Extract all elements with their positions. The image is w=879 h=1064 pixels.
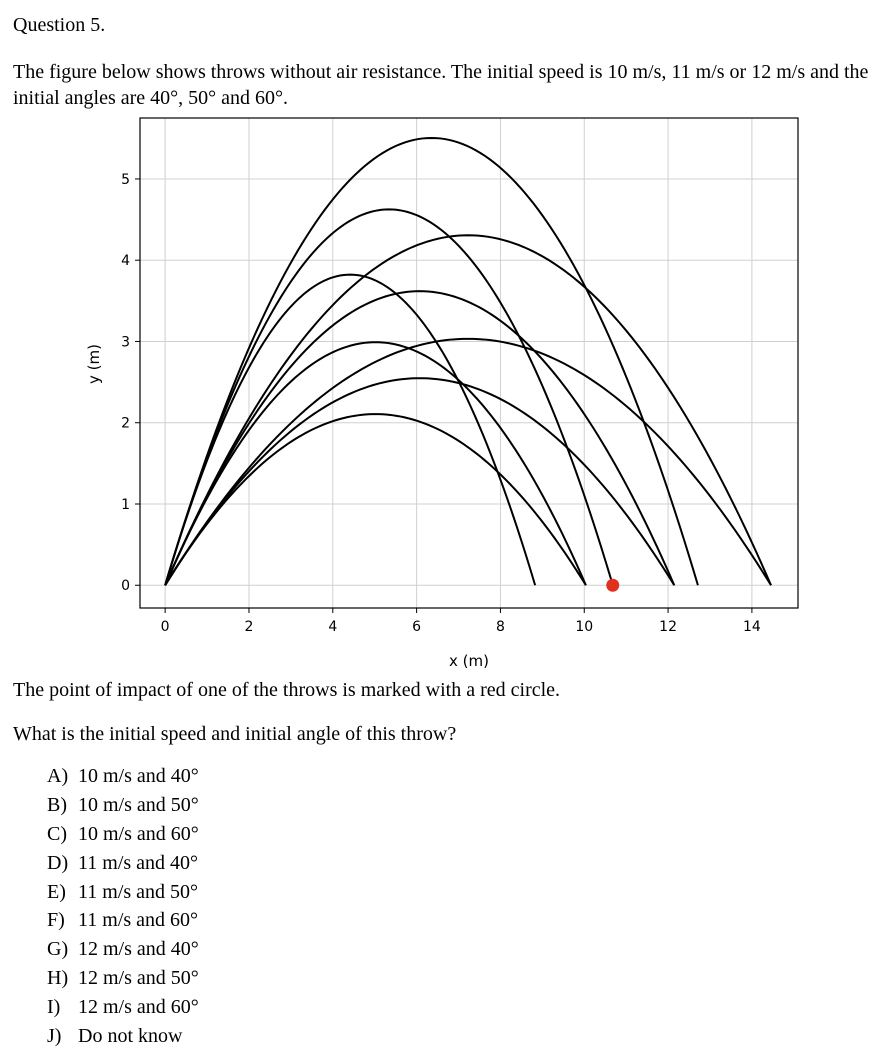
- plot-frame: [139, 117, 799, 609]
- trajectory-12ms-40deg: [164, 337, 772, 586]
- question-title: Question 5.: [13, 14, 106, 36]
- trajectory-11ms-40deg: [164, 377, 676, 586]
- x-axis-label: x (m): [449, 652, 489, 670]
- option-letter: A): [47, 765, 69, 787]
- x-tick-label: 2: [245, 619, 254, 635]
- option-letter: E): [47, 880, 66, 903]
- impact-marker-layer: [606, 578, 620, 592]
- answer-option[interactable]: C) 10 m/s and 60°: [47, 820, 199, 849]
- option-text: 10 m/s and 50°: [78, 793, 199, 816]
- answer-option[interactable]: B) 10 m/s and 50°: [47, 791, 199, 820]
- x-tick-label: 8: [496, 619, 505, 635]
- answer-option[interactable]: J) Do not know: [47, 1022, 199, 1051]
- grid: [140, 118, 798, 608]
- trajectory-10ms-40deg: [164, 413, 587, 586]
- y-tick-label: 1: [121, 497, 130, 513]
- option-letter: G): [47, 938, 69, 961]
- trajectory-curves: [164, 136, 772, 586]
- x-tick-label: 14: [743, 619, 761, 635]
- answer-option[interactable]: G) 12 m/s and 40°: [47, 935, 199, 964]
- y-tick-label: 0: [121, 578, 130, 594]
- option-text: 12 m/s and 60°: [78, 996, 199, 1019]
- answer-option[interactable]: D) 11 m/s and 40°: [47, 849, 199, 878]
- trajectory-11ms-60deg: [164, 208, 614, 586]
- option-text: 12 m/s and 40°: [78, 938, 199, 961]
- answer-option[interactable]: H) 12 m/s and 50°: [47, 964, 199, 993]
- y-tick-label: 5: [121, 172, 130, 188]
- option-letter: D): [47, 851, 69, 874]
- intro-text: The figure below shows throws without ai…: [13, 61, 869, 109]
- option-text: 10 m/s and 40°: [78, 765, 199, 787]
- impact-description: The point of impact of one of the throws…: [13, 679, 561, 701]
- option-text: 10 m/s and 60°: [78, 822, 199, 845]
- y-tick-label: 3: [121, 334, 130, 350]
- trajectory-12ms-60deg: [164, 136, 699, 586]
- option-letter: C): [47, 822, 67, 845]
- x-tick-label: 6: [412, 619, 421, 635]
- option-text: 11 m/s and 60°: [78, 909, 199, 932]
- x-tick-label: 12: [659, 619, 677, 635]
- y-tick-label: 2: [121, 416, 130, 432]
- trajectory-12ms-50deg: [164, 234, 772, 586]
- option-letter: F): [47, 909, 65, 932]
- trajectory-11ms-50deg: [164, 290, 676, 586]
- y-tick-label: 4: [121, 253, 130, 269]
- answer-option[interactable]: E) 11 m/s and 50°: [47, 878, 199, 907]
- option-letter: I): [47, 996, 61, 1019]
- answer-option[interactable]: A) 10 m/s and 40°: [47, 762, 199, 791]
- option-letter: B): [47, 793, 67, 816]
- answer-options: A) 10 m/s and 40° B) 10 m/s and 50° C) 10 m/s…: [47, 762, 199, 1051]
- option-text: 12 m/s and 50°: [78, 967, 199, 990]
- answer-option[interactable]: F) 11 m/s and 60°: [47, 906, 199, 935]
- trajectory-10ms-60deg: [164, 273, 537, 586]
- impact-point-marker: [606, 578, 620, 592]
- answer-option[interactable]: I) 12 m/s and 60°: [47, 993, 199, 1022]
- question-text: What is the initial speed and initial an…: [13, 723, 457, 745]
- option-text: Do not know: [78, 1025, 183, 1048]
- option-letter: J): [47, 1025, 62, 1048]
- x-tick-label: 10: [575, 619, 593, 635]
- option-text: 11 m/s and 50°: [78, 880, 199, 903]
- option-letter: H): [47, 967, 69, 990]
- x-tick-label: 0: [161, 619, 170, 635]
- y-axis-label: y (m): [85, 344, 103, 384]
- trajectory-10ms-50deg: [164, 341, 587, 586]
- option-text: 11 m/s and 40°: [78, 851, 199, 874]
- x-tick-label: 4: [328, 619, 337, 635]
